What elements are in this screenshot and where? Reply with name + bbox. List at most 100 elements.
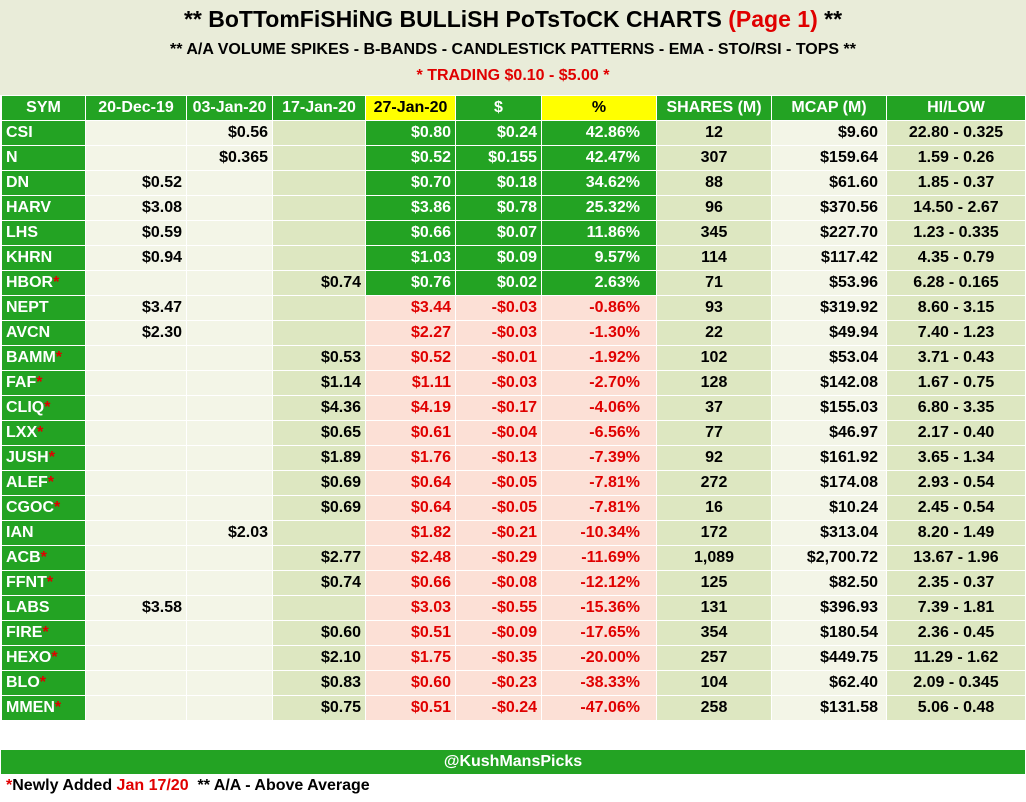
percent-cell: -7.81%	[541, 470, 657, 496]
table-row: BAMM* $0.53 $0.52 -$0.01 -1.92% 102 $53.04 3.71…	[1, 345, 1026, 371]
price-range: * TRADING $0.10 - $5.00 *	[416, 67, 610, 84]
percent-cell: 11.86%	[541, 220, 657, 246]
symbol-text: N	[6, 149, 18, 166]
price-20dec-cell	[85, 145, 187, 171]
symbol-text: ALEF	[6, 474, 48, 491]
table-row: LXX* $0.65 $0.61 -$0.04 -6.56% 77 $46.97 2.17 -…	[1, 420, 1026, 446]
symbol-cell: N	[1, 145, 86, 171]
new-marker: *	[48, 449, 55, 466]
price-20dec-cell	[85, 645, 187, 671]
table-row: CLIQ* $4.36 $4.19 -$0.17 -4.06% 37 $155.03 6.80…	[1, 395, 1026, 421]
price-03jan-cell	[186, 270, 273, 296]
change-cell: -$0.23	[455, 670, 542, 696]
shares-cell: 307	[656, 145, 772, 171]
price-03jan-cell	[186, 295, 273, 321]
shares-cell: 22	[656, 320, 772, 346]
price-17jan-cell	[272, 195, 366, 221]
change-cell: $0.78	[455, 195, 542, 221]
price-27jan-cell: $2.27	[365, 320, 456, 346]
table-row: KHRN $0.94 $1.03 $0.09 9.57% 114 $117.42 4.35 -…	[1, 245, 1026, 271]
price-17jan-cell: $1.89	[272, 445, 366, 471]
symbol-text: CSI	[6, 124, 33, 141]
symbol-text: JUSH	[6, 449, 49, 466]
new-marker: *	[42, 624, 49, 641]
price-03jan-cell	[186, 420, 273, 446]
title-page: (Page 1)	[728, 6, 818, 32]
handle-bar: @KushMansPicks	[1, 750, 1025, 774]
mcap-cell: $227.70	[771, 220, 887, 246]
table-row: CGOC* $0.69 $0.64 -$0.05 -7.81% 16 $10.24 2.45 …	[1, 495, 1026, 521]
symbol-cell: BLO*	[1, 670, 86, 696]
price-20dec-cell	[85, 445, 187, 471]
header: ** BoTTomFiSHiNG BULLiSH PoTsToCK CHARTS…	[0, 0, 1026, 95]
mcap-cell: $142.08	[771, 370, 887, 396]
symbol-cell: NEPT	[1, 295, 86, 321]
percent-cell: 25.32%	[541, 195, 657, 221]
price-27jan-cell: $0.64	[365, 470, 456, 496]
price-20dec-cell	[85, 670, 187, 696]
new-marker: *	[55, 349, 62, 366]
table-row: ALEF* $0.69 $0.64 -$0.05 -7.81% 272 $174.08 2.9…	[1, 470, 1026, 496]
table-row: FFNT* $0.74 $0.66 -$0.08 -12.12% 125 $82.50 2.3…	[1, 570, 1026, 596]
footnote: *Newly Added Jan 17/20 ** A/A - Above Av…	[6, 777, 370, 795]
mcap-cell: $82.50	[771, 570, 887, 596]
change-cell: -$0.05	[455, 470, 542, 496]
symbol-cell: FAF*	[1, 370, 86, 396]
price-03jan-cell	[186, 620, 273, 646]
price-20dec-cell	[85, 270, 187, 296]
table-row: FAF* $1.14 $1.11 -$0.03 -2.70% 128 $142.08 1.67…	[1, 370, 1026, 396]
hilow-cell: 6.80 - 3.35	[886, 395, 1026, 421]
change-cell: -$0.29	[455, 545, 542, 571]
percent-cell: -10.34%	[541, 520, 657, 546]
shares-cell: 12	[656, 120, 772, 146]
price-17jan-cell: $2.10	[272, 645, 366, 671]
title-main: ** BoTTomFiSHiNG BULLiSH PoTsToCK CHARTS	[183, 6, 722, 32]
footnote-star: *	[6, 777, 13, 794]
symbol-cell: AVCN	[1, 320, 86, 346]
price-03jan-cell	[186, 645, 273, 671]
symbol-text: HEXO	[6, 649, 52, 666]
symbol-text: AVCN	[6, 324, 51, 341]
col-header-change: $	[455, 95, 542, 121]
new-marker: *	[40, 549, 47, 566]
price-27jan-cell: $2.48	[365, 545, 456, 571]
hilow-cell: 5.06 - 0.48	[886, 695, 1026, 721]
price-17jan-cell: $0.83	[272, 670, 366, 696]
price-03jan-cell	[186, 170, 273, 196]
change-cell: -$0.08	[455, 570, 542, 596]
shares-cell: 92	[656, 445, 772, 471]
symbol-text: CLIQ	[6, 399, 45, 416]
price-20dec-cell	[85, 545, 187, 571]
percent-cell: -17.65%	[541, 620, 657, 646]
shares-cell: 172	[656, 520, 772, 546]
price-03jan-cell	[186, 570, 273, 596]
col-header-20dec: 20-Dec-19	[85, 95, 187, 121]
percent-cell: -1.92%	[541, 345, 657, 371]
col-header-03jan: 03-Jan-20	[186, 95, 273, 121]
change-cell: -$0.03	[455, 320, 542, 346]
mcap-cell: $2,700.72	[771, 545, 887, 571]
price-27jan-cell: $0.51	[365, 620, 456, 646]
table-row: LABS $3.58 $3.03 -$0.55 -15.36% 131 $396.93 7.3…	[1, 595, 1026, 621]
percent-cell: -0.86%	[541, 295, 657, 321]
new-marker: *	[37, 424, 44, 441]
symbol-cell: KHRN	[1, 245, 86, 271]
hilow-cell: 2.36 - 0.45	[886, 620, 1026, 646]
symbol-cell: JUSH*	[1, 445, 86, 471]
price-17jan-cell: $0.74	[272, 270, 366, 296]
price-27jan-cell: $1.75	[365, 645, 456, 671]
symbol-text: CGOC	[6, 499, 54, 516]
price-17jan-cell	[272, 320, 366, 346]
new-marker: *	[36, 374, 43, 391]
price-03jan-cell	[186, 370, 273, 396]
symbol-cell: HARV	[1, 195, 86, 221]
table-row: CSI $0.56 $0.80 $0.24 42.86% 12 $9.60 22.80 - 0…	[1, 120, 1026, 146]
symbol-text: FIRE	[6, 624, 43, 641]
col-header-27jan: 27-Jan-20	[365, 95, 456, 121]
hilow-cell: 6.28 - 0.165	[886, 270, 1026, 296]
symbol-cell: ACB*	[1, 545, 86, 571]
price-27jan-cell: $4.19	[365, 395, 456, 421]
col-header-mcap: MCAP (M)	[771, 95, 887, 121]
price-03jan-cell	[186, 595, 273, 621]
price-27jan-cell: $3.03	[365, 595, 456, 621]
